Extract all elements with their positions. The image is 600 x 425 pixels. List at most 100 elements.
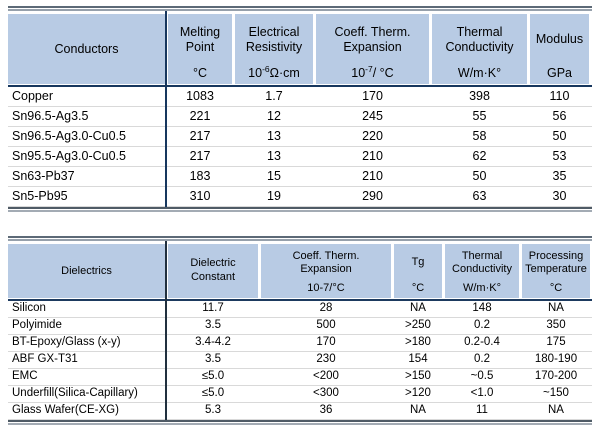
cell-value: 13	[267, 129, 281, 143]
dielectrics-title-cell: Dielectrics	[8, 244, 165, 298]
header-underline	[8, 299, 592, 301]
table-row: Silicon 11.7 28 NA 148 NA	[8, 301, 592, 318]
cell-value: <1.0	[470, 387, 494, 399]
table-row: Sn96.5-Ag3.5 221 12 245 55 56	[8, 107, 592, 127]
column-label: Thermal Conductivity	[452, 249, 512, 276]
cell-value: 221	[189, 109, 211, 123]
header-melting-point: Melting Point °C	[168, 14, 232, 84]
cell-value: 55	[472, 109, 487, 123]
cell-value: 500	[316, 319, 336, 331]
cell-value: ≤5.0	[201, 370, 225, 382]
column-unit: 10-7/°C	[307, 281, 345, 294]
table-row: Underfill(Silica-Capillary) ≤5.0 <300 >1…	[8, 386, 592, 403]
cell-value: NA	[548, 404, 564, 416]
column-label: Modulus	[535, 32, 584, 47]
column-label: Coeff. Therm. Expansion	[292, 249, 360, 276]
cell-value: 19	[267, 189, 281, 203]
cell-value: 63	[472, 189, 487, 203]
cell-value: 245	[362, 109, 383, 123]
cell-value: 148	[472, 302, 492, 314]
row-label: Polyimide	[12, 319, 62, 331]
column-unit: GPa	[546, 65, 572, 80]
row-label: Sn96.5-Ag3.0-Cu0.5	[12, 129, 126, 143]
cell-value: ~0.5	[470, 370, 494, 382]
row-label: Sn5-Pb95	[12, 189, 68, 203]
cell-value: 62	[472, 149, 487, 163]
row-label: ABF GX-T31	[12, 353, 78, 365]
header-electrical-resistivity: Electrical Resistivity 10-6Ω·cm	[235, 14, 313, 84]
conductors-header-row: Conductors Melting Point °C Electrical R…	[8, 14, 592, 84]
column-label: Tg	[411, 256, 425, 269]
cell-value: 58	[472, 129, 487, 143]
row-label: Glass Wafer(CE-XG)	[12, 404, 119, 416]
cell-value: 13	[267, 149, 281, 163]
table-top-rule	[8, 236, 592, 241]
header-tg: Tg °C	[394, 244, 442, 298]
table-row: Sn95.5-Ag3.0-Cu0.5 217 13 210 62 53	[8, 147, 592, 167]
column-label: Coeff. Therm. Expansion	[334, 24, 411, 55]
header-modulus: Modulus GPa	[530, 14, 589, 84]
cell-value: 170-200	[534, 370, 578, 382]
row-label: Copper	[12, 89, 53, 103]
table-bottom-rule	[8, 420, 592, 425]
cell-value: 3.5	[205, 353, 221, 365]
cell-value: 11.7	[202, 302, 224, 314]
cell-value: <300	[313, 387, 339, 399]
table-title: Conductors	[54, 42, 119, 56]
cell-value: 3.4-4.2	[195, 336, 231, 348]
cell-value: 210	[362, 169, 383, 183]
cell-value: 1.7	[265, 89, 283, 103]
cell-value: 36	[319, 404, 333, 416]
table-row: Sn96.5-Ag3.0-Cu0.5 217 13 220 58 50	[8, 127, 592, 147]
dielectrics-rows: Silicon 11.7 28 NA 148 NA Polyimide 3.5 …	[8, 301, 592, 420]
cell-value: 28	[319, 302, 333, 314]
cell-value: 110	[549, 89, 570, 103]
table-row: Copper 1083 1.7 170 398 110	[8, 87, 592, 107]
cell-value: 0.2	[474, 353, 490, 365]
cell-value: NA	[410, 404, 426, 416]
column-unit: 10-7/ °C	[351, 63, 394, 80]
conductors-rows: Copper 1083 1.7 170 398 110 Sn96.5-Ag3.5…	[8, 87, 592, 207]
column-label: Electrical Resistivity	[245, 24, 303, 55]
cell-value: 30	[552, 189, 567, 203]
row-label: Sn96.5-Ag3.5	[12, 109, 89, 123]
row-label: EMC	[12, 370, 38, 382]
cell-value: 170	[316, 336, 336, 348]
cell-value: 11	[476, 404, 488, 416]
column-divider-line	[165, 241, 167, 420]
cell-value: ≤5.0	[201, 387, 225, 399]
dielectrics-table: Dielectrics Dielectric Constant Coeff. T…	[8, 236, 592, 425]
header-coeff-therm-expansion: Coeff. Therm. Expansion 10-7/ °C	[316, 14, 429, 84]
cell-value: 230	[316, 353, 336, 365]
cell-value: 0.2-0.4	[464, 336, 500, 348]
cell-value: 217	[189, 129, 211, 143]
conductors-table: Conductors Melting Point °C Electrical R…	[8, 6, 592, 212]
row-label: Sn95.5-Ag3.0-Cu0.5	[12, 149, 126, 163]
column-unit: W/m·K°	[457, 65, 502, 80]
table-bottom-rule	[8, 207, 592, 212]
row-label: BT-Epoxy/Glass (x-y)	[12, 336, 121, 348]
column-divider-line	[165, 11, 167, 207]
table-row: Polyimide 3.5 500 >250 0.2 350	[8, 318, 592, 335]
column-unit: W/m·K°	[462, 281, 501, 294]
cell-value: 56	[552, 109, 567, 123]
cell-value: 50	[552, 129, 567, 143]
cell-value: 3.5	[205, 319, 221, 331]
table-row: EMC ≤5.0 <200 >150 ~0.5 170-200	[8, 369, 592, 386]
cell-value: 50	[472, 169, 487, 183]
cell-value: 210	[362, 149, 383, 163]
cell-value: >150	[405, 370, 431, 382]
cell-value: 154	[408, 353, 428, 365]
cell-value: 350	[546, 319, 566, 331]
cell-value: 183	[189, 169, 211, 183]
cell-value: 12	[267, 109, 281, 123]
cell-value: 310	[189, 189, 211, 203]
cell-value: 53	[552, 149, 567, 163]
table-row: Sn63-Pb37 183 15 210 50 35	[8, 167, 592, 187]
cell-value: 290	[362, 189, 383, 203]
table-row: Glass Wafer(CE-XG) 5.3 36 NA 11 NA	[8, 403, 592, 420]
cell-value: 5.3	[205, 404, 221, 416]
cell-value: ~150	[543, 387, 569, 399]
header-dielectric-constant: Dielectric Constant	[168, 244, 258, 298]
column-label: Melting Point	[179, 24, 221, 55]
